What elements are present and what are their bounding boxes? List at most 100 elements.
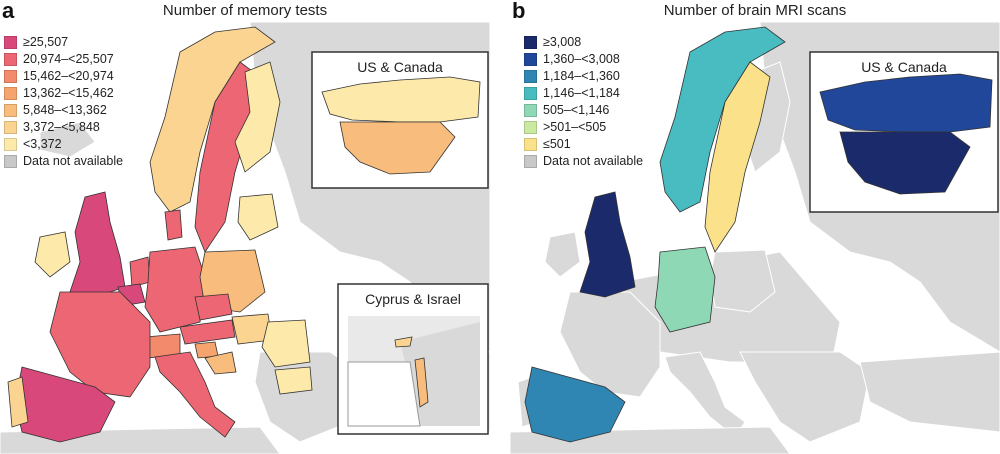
country-bulgaria <box>274 366 313 395</box>
legend-item: 13,362–<15,462 <box>4 85 123 101</box>
legend-swatch <box>4 86 17 100</box>
inset-title: US & Canada <box>861 59 947 75</box>
legend-swatch <box>4 137 17 151</box>
country-spain <box>524 366 626 443</box>
country-germany <box>654 246 716 333</box>
legend-label: 15,462–<20,974 <box>23 69 114 83</box>
land-france <box>559 291 661 398</box>
legend: ≥25,507 20,974–<25,507 15,462–<20,974 13… <box>4 34 123 170</box>
panel-title: Number of memory tests <box>162 2 328 19</box>
panel-title: Number of brain MRI scans <box>663 2 847 19</box>
legend-item: Data not available <box>4 153 123 169</box>
panel-letter: b <box>512 0 526 23</box>
legend-swatch <box>4 120 17 134</box>
country-usa <box>839 131 971 195</box>
legend-swatch <box>524 137 537 151</box>
legend-item: >501–<505 <box>524 119 643 135</box>
countries <box>7 26 313 443</box>
country-germany <box>144 246 206 333</box>
legend-label: 13,362–<15,462 <box>23 86 114 100</box>
land-egypt <box>347 361 421 427</box>
panel-letter: a <box>2 0 15 23</box>
europe-map: US & Canada Cyprus & Israel <box>0 22 490 454</box>
legend-label: 505–<1,146 <box>543 103 610 117</box>
legend-swatch <box>524 69 537 83</box>
legend-label: ≤501 <box>543 137 571 151</box>
country-canada <box>321 76 481 123</box>
legend-label: Data not available <box>23 154 124 168</box>
legend: ≥3,008 1,360–<3,008 1,184–<1,360 1,146–<… <box>524 34 643 170</box>
legend-label: ≥25,507 <box>23 35 69 49</box>
legend-label: 20,974–<25,507 <box>23 52 114 66</box>
legend-item: 15,462–<20,974 <box>4 68 123 84</box>
legend-label: 5,848–<13,362 <box>23 103 107 117</box>
legend-item: ≥3,008 <box>524 34 643 50</box>
land-turkey <box>859 351 1000 433</box>
country-norway <box>149 26 276 213</box>
country-ireland <box>34 231 71 278</box>
country-sweden <box>194 61 261 253</box>
legend-label: 1,146–<1,184 <box>543 86 620 100</box>
land-iceland <box>39 121 96 158</box>
legend-swatch <box>524 103 537 117</box>
countries <box>524 26 786 443</box>
inset-cyprus-israel: Cyprus & Israel <box>337 283 489 435</box>
legend-item: 3,372–<5,848 <box>4 119 123 135</box>
country-italy <box>154 351 236 438</box>
country-israel <box>414 357 429 408</box>
legend-swatch <box>524 86 537 100</box>
country-finland <box>234 61 281 173</box>
legend-swatch <box>524 120 537 134</box>
country-usa <box>339 121 456 175</box>
country-france <box>49 291 151 398</box>
legend-item: ≤501 <box>524 136 643 152</box>
country-croatia <box>204 351 237 375</box>
legend-item: 1,184–<1,360 <box>524 68 643 84</box>
legend-swatch <box>524 35 537 49</box>
legend-label: <3,372 <box>23 137 62 151</box>
legend-item: <3,372 <box>4 136 123 152</box>
legend-label: ≥3,008 <box>543 35 582 49</box>
legend-swatch <box>524 52 537 66</box>
country-denmark <box>164 209 183 241</box>
legend-label: 3,372–<5,848 <box>23 120 100 134</box>
legend-item: 505–<1,146 <box>524 102 643 118</box>
legend-label: >501–<505 <box>543 120 607 134</box>
legend-label: Data not available <box>543 154 644 168</box>
country-uk <box>69 191 126 298</box>
inset-us-canada: US & Canada <box>311 51 489 189</box>
land-italy <box>664 351 746 438</box>
country-uk <box>579 191 636 298</box>
country-portugal <box>7 376 29 428</box>
inset-us-canada: US & Canada <box>809 51 999 213</box>
legend-item: 20,974–<25,507 <box>4 51 123 67</box>
legend-swatch <box>4 35 17 49</box>
inset-title: US & Canada <box>357 59 443 75</box>
legend-item: 1,360–<3,008 <box>524 51 643 67</box>
country-baltics <box>237 193 279 241</box>
legend-item: Data not available <box>524 153 643 169</box>
legend-swatch <box>4 52 17 66</box>
land-balkans <box>739 351 871 443</box>
legend-swatch <box>524 154 537 168</box>
legend-swatch <box>4 154 17 168</box>
country-sweden <box>704 61 771 253</box>
country-cyprus <box>394 336 413 348</box>
europe-map: US & Canada <box>510 22 1000 454</box>
country-netherlands <box>129 256 151 288</box>
inset-title: Cyprus & Israel <box>365 291 461 307</box>
land-ireland <box>544 231 581 278</box>
country-austria <box>179 319 236 345</box>
legend-item: 1,146–<1,184 <box>524 85 643 101</box>
legend-swatch <box>4 69 17 83</box>
country-romania <box>261 319 311 368</box>
legend-swatch <box>4 103 17 117</box>
legend-item: 5,848–<13,362 <box>4 102 123 118</box>
panel-memory-tests: a Number of memory tests ≥25,507 20,974–… <box>0 0 490 454</box>
legend-label: 1,184–<1,360 <box>543 69 620 83</box>
legend-label: 1,360–<3,008 <box>543 52 620 66</box>
country-czechia <box>194 293 233 321</box>
country-canada <box>819 73 993 133</box>
panel-brain-mri: b Number of brain MRI scans ≥3,008 1,360… <box>510 0 1000 454</box>
country-norway <box>659 26 786 213</box>
